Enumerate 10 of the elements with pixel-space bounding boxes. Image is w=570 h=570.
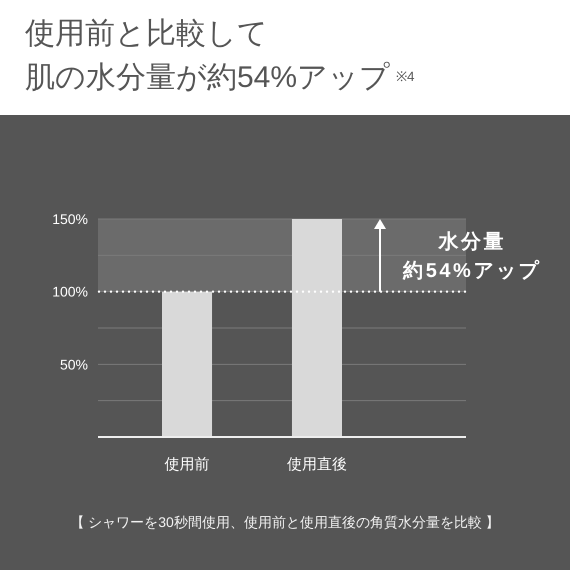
xtick: 使用前	[164, 456, 210, 473]
title: 使用前と比較して	[25, 17, 268, 50]
subtitle: 肌の水分量が約54%アップ$^{※4}$	[25, 61, 415, 94]
annotation: 【 シャワーを30秒間使用、使用前と使用直後の角質水分量を比較 】	[70, 514, 500, 530]
xtick: 使用直後	[286, 456, 347, 473]
ytick: 100%	[52, 284, 88, 300]
band-label: 約54%アップ	[403, 260, 541, 282]
ytick: 150%	[52, 211, 88, 227]
ytick: 50%	[60, 356, 88, 372]
band-label: 水分量	[438, 230, 506, 253]
